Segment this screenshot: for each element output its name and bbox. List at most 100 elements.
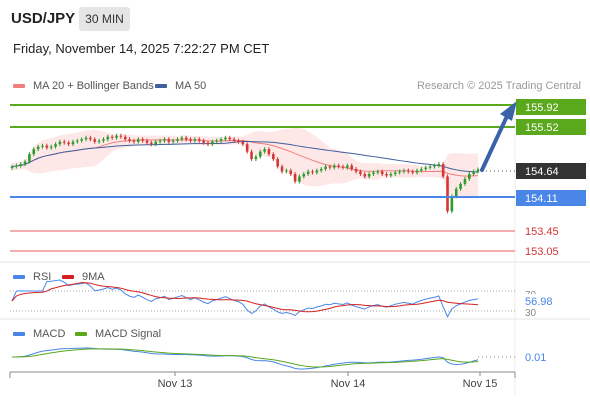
candle-body [215, 140, 218, 142]
candle-body [102, 139, 105, 141]
timeframe-button[interactable]: 30 MIN [79, 7, 130, 31]
candle-body [193, 139, 197, 141]
candle-body [23, 161, 27, 165]
candle-body [123, 136, 127, 140]
candle-body [254, 156, 258, 160]
candle-body [245, 144, 249, 152]
candle-body [402, 170, 406, 172]
candle-body [41, 145, 44, 147]
support-label-bg [516, 190, 586, 206]
legend-ma20: MA 20 + Bollinger Bands [13, 80, 154, 92]
rsi-tick-30: 30 [525, 308, 537, 319]
candle-body [450, 196, 454, 212]
candle-body [89, 137, 92, 140]
resistance-label-1: 155.92 [525, 102, 559, 114]
candle-body [341, 166, 345, 168]
candle-body [298, 176, 301, 182]
candle-body [158, 140, 162, 142]
ma50-line [11, 140, 479, 173]
legend-ma20-label: MA 20 + Bollinger Bands [33, 80, 154, 92]
candle-body [58, 141, 62, 145]
candle-body [45, 145, 49, 148]
rsi-lines [11, 279, 479, 318]
candle-body [176, 139, 179, 141]
candle-body [219, 139, 223, 141]
candle-body [441, 164, 445, 177]
candle-body [433, 165, 436, 167]
x-tick-label-nov13: Nov 13 [158, 378, 193, 390]
candle-body [62, 141, 66, 143]
resistance-label-2: 155.52 [525, 122, 559, 134]
candle-body [106, 136, 110, 140]
candle-body [197, 139, 201, 141]
x-tick-label-nov15: Nov 15 [463, 378, 498, 390]
candle-body [241, 141, 245, 145]
macd-line [11, 347, 479, 370]
candle-body [306, 171, 310, 175]
candle-body [228, 137, 232, 140]
candle-body [211, 141, 214, 145]
candle-body [424, 167, 428, 170]
legend-rsi-label: RSI [33, 271, 52, 283]
candle-body [258, 151, 262, 157]
candle-body [154, 141, 158, 145]
candle-body [372, 172, 375, 175]
candle-body [202, 140, 205, 143]
ma20-swatch [13, 84, 25, 88]
candle-body [189, 139, 192, 141]
candle-body [224, 137, 227, 140]
x-tick-label-nov14: Nov 14 [331, 378, 366, 390]
legend-macd: MACD [13, 328, 65, 340]
candle-body [232, 139, 236, 141]
candle-body [463, 178, 467, 184]
candle-body [411, 171, 414, 173]
candle-body [150, 142, 153, 145]
candle-body [93, 139, 97, 142]
candle-body [145, 140, 149, 143]
legend-macd-label: MACD [33, 328, 66, 340]
candle-body [67, 142, 70, 145]
candle-body [19, 164, 23, 166]
macd-signal-swatch [75, 332, 87, 336]
legend-ma50-label: MA 50 [175, 80, 207, 92]
candle-body [128, 139, 131, 141]
support-label: 154.11 [525, 193, 558, 205]
candle-body [171, 140, 175, 142]
candle-body [84, 137, 88, 140]
candle-body [76, 140, 79, 142]
candle-body [141, 139, 144, 141]
candle-body [328, 166, 332, 168]
candle-body [376, 171, 380, 173]
candle-body [250, 151, 253, 160]
candle-body [446, 176, 449, 212]
candle-body [10, 166, 14, 169]
symbol-title: USD/JPY [11, 10, 76, 27]
candle-body [337, 165, 340, 167]
candle-body [315, 170, 319, 173]
rsi-value-label: 56.98 [525, 296, 553, 308]
legend-macd-signal: MACD Signal [75, 328, 161, 340]
candle-body [437, 164, 441, 166]
candle-body [272, 154, 275, 160]
candle-body [36, 146, 40, 150]
candle-body [110, 136, 114, 138]
candle-body [71, 141, 75, 145]
candle-body [32, 149, 36, 155]
candle-body [398, 171, 401, 173]
candlesticks [10, 133, 480, 214]
candle-body [115, 135, 118, 138]
candle-body [363, 174, 367, 177]
candle-body [467, 174, 471, 179]
projection-arrow-head [500, 101, 517, 121]
candle-body [407, 170, 410, 172]
candle-body [385, 174, 388, 176]
resistance-label-2-bg [516, 119, 586, 135]
ma50-swatch [155, 84, 167, 88]
legend-ma50: MA 50 [155, 80, 206, 92]
legend-rsi: RSI [13, 271, 51, 283]
candle-body [346, 165, 349, 168]
moving-averages [11, 139, 479, 177]
candle-body [389, 174, 393, 176]
candle-body [359, 171, 362, 175]
